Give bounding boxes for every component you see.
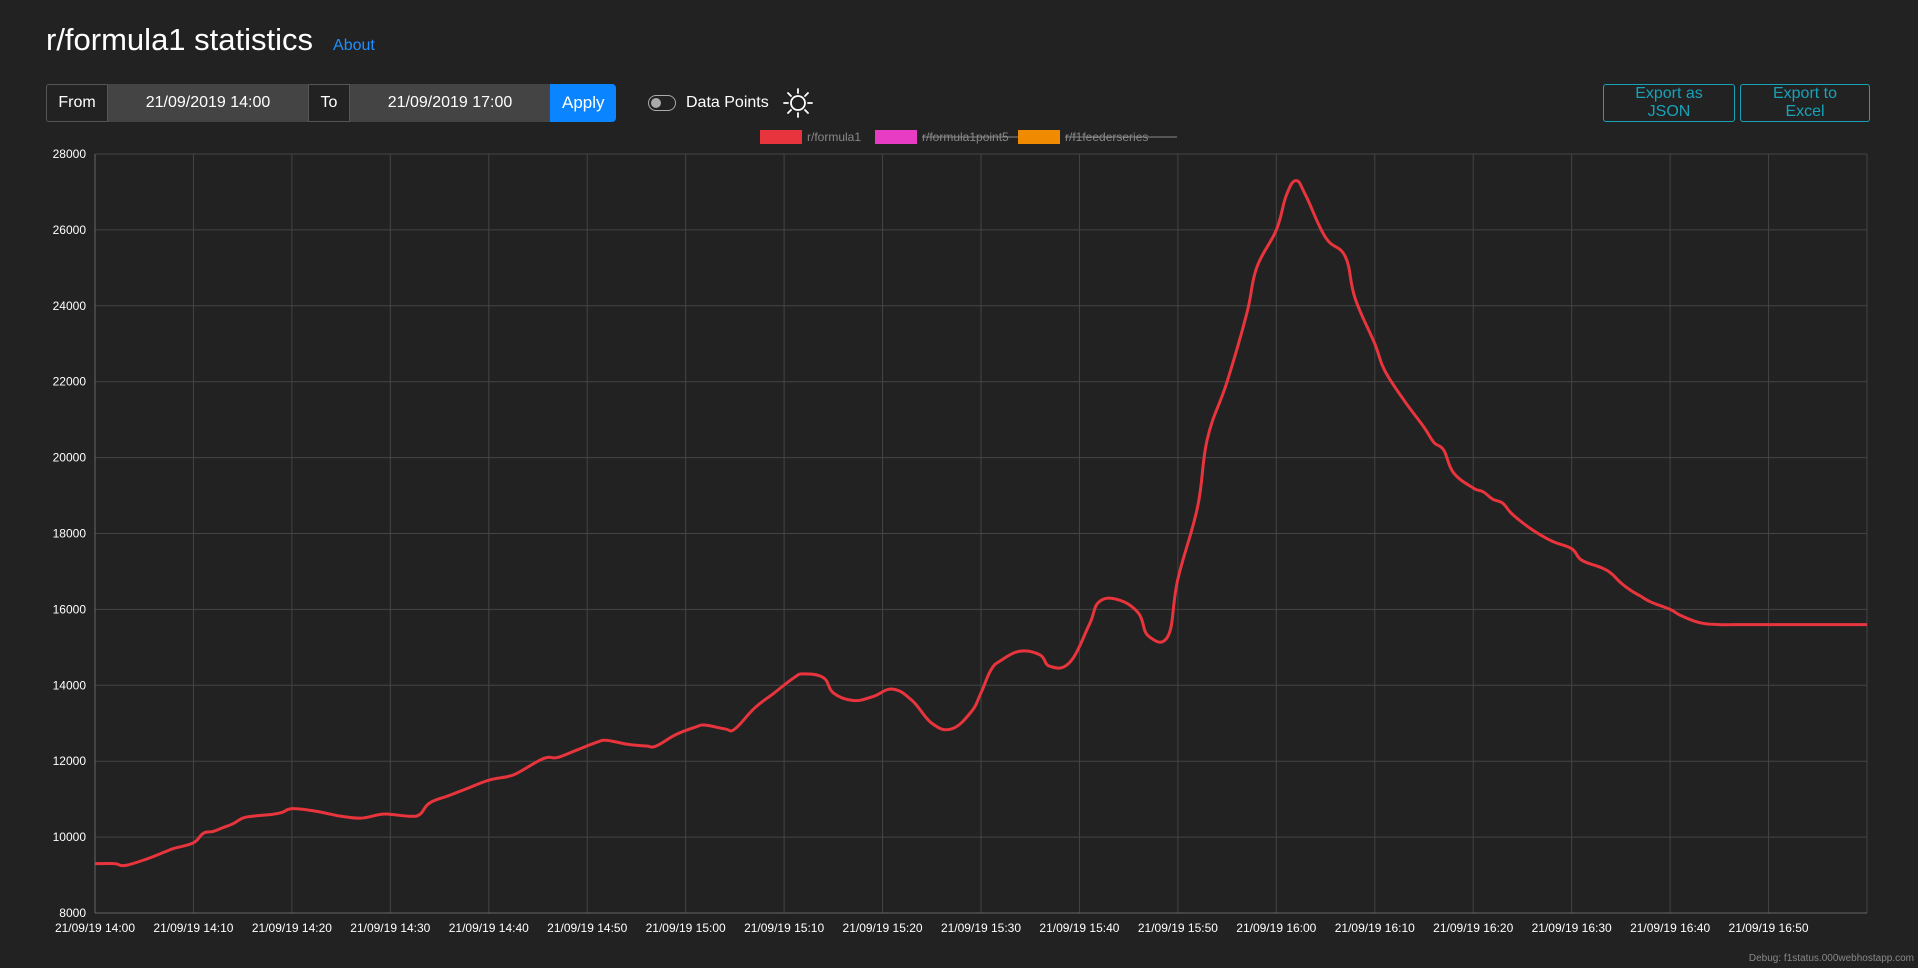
x-tick-label: 21/09/19 16:20 bbox=[1433, 921, 1513, 935]
x-tick-label: 21/09/19 14:40 bbox=[449, 921, 529, 935]
x-tick-label: 21/09/19 15:50 bbox=[1138, 921, 1218, 935]
x-tick-label: 21/09/19 15:40 bbox=[1039, 921, 1119, 935]
data-points-toggle[interactable] bbox=[648, 95, 676, 111]
y-tick-label: 12000 bbox=[53, 754, 87, 768]
x-tick-label: 21/09/19 16:50 bbox=[1729, 921, 1809, 935]
x-tick-label: 21/09/19 15:10 bbox=[744, 921, 824, 935]
from-label: From bbox=[46, 84, 108, 122]
x-tick-label: 21/09/19 15:20 bbox=[843, 921, 923, 935]
page-title: r/formula1 statistics bbox=[46, 22, 314, 57]
x-tick-label: 21/09/19 16:10 bbox=[1335, 921, 1415, 935]
y-tick-label: 28000 bbox=[53, 147, 87, 161]
y-tick-label: 20000 bbox=[53, 451, 87, 465]
debug-text: Debug: f1status.000webhostapp.com bbox=[1748, 953, 1914, 964]
x-tick-label: 21/09/19 14:00 bbox=[55, 921, 135, 935]
x-tick-label: 21/09/19 15:00 bbox=[646, 921, 726, 935]
legend-label: r/formula1 bbox=[807, 130, 861, 144]
series-line-rformula1 bbox=[94, 179, 1867, 868]
to-date-input[interactable] bbox=[350, 84, 550, 122]
x-tick-label: 21/09/19 16:00 bbox=[1236, 921, 1316, 935]
legend-swatch bbox=[1018, 130, 1060, 144]
x-tick-label: 21/09/19 14:20 bbox=[252, 921, 332, 935]
header: r/formula1 statistics About bbox=[46, 22, 375, 58]
legend-swatch bbox=[760, 130, 802, 144]
export-excel-button[interactable]: Export to Excel bbox=[1740, 84, 1870, 122]
x-tick-label: 21/09/19 16:40 bbox=[1630, 921, 1710, 935]
x-tick-label: 21/09/19 15:30 bbox=[941, 921, 1021, 935]
x-tick-label: 21/09/19 14:10 bbox=[153, 921, 233, 935]
y-tick-label: 26000 bbox=[53, 223, 87, 237]
y-tick-label: 22000 bbox=[53, 375, 87, 389]
y-tick-label: 10000 bbox=[53, 830, 87, 844]
sun-icon[interactable] bbox=[782, 88, 813, 118]
about-link[interactable]: About bbox=[333, 37, 375, 54]
y-tick-label: 14000 bbox=[53, 678, 87, 692]
y-tick-label: 18000 bbox=[53, 527, 87, 541]
y-tick-label: 16000 bbox=[53, 602, 87, 616]
x-tick-label: 21/09/19 14:30 bbox=[350, 921, 430, 935]
legend-swatch bbox=[875, 130, 917, 144]
from-date-input[interactable] bbox=[108, 84, 308, 122]
apply-button[interactable]: Apply bbox=[550, 84, 616, 122]
x-tick-label: 21/09/19 14:50 bbox=[547, 921, 627, 935]
data-points-toggle-group: Data Points bbox=[648, 88, 813, 118]
toggle-knob bbox=[651, 98, 661, 108]
line-chart: 8000 10000 12000 14000 16000 18000 20000 22000 2… bbox=[53, 130, 1868, 935]
x-tick-label: 21/09/19 16:30 bbox=[1532, 921, 1612, 935]
date-range-group: From To Apply bbox=[46, 84, 616, 122]
y-tick-label: 8000 bbox=[59, 906, 86, 920]
y-tick-label: 24000 bbox=[53, 299, 87, 313]
to-label: To bbox=[308, 84, 350, 122]
date-range-controls: From To Apply Data Points bbox=[46, 84, 813, 122]
export-json-button[interactable]: Export as JSON bbox=[1603, 84, 1735, 122]
data-points-label: Data Points bbox=[686, 94, 769, 111]
